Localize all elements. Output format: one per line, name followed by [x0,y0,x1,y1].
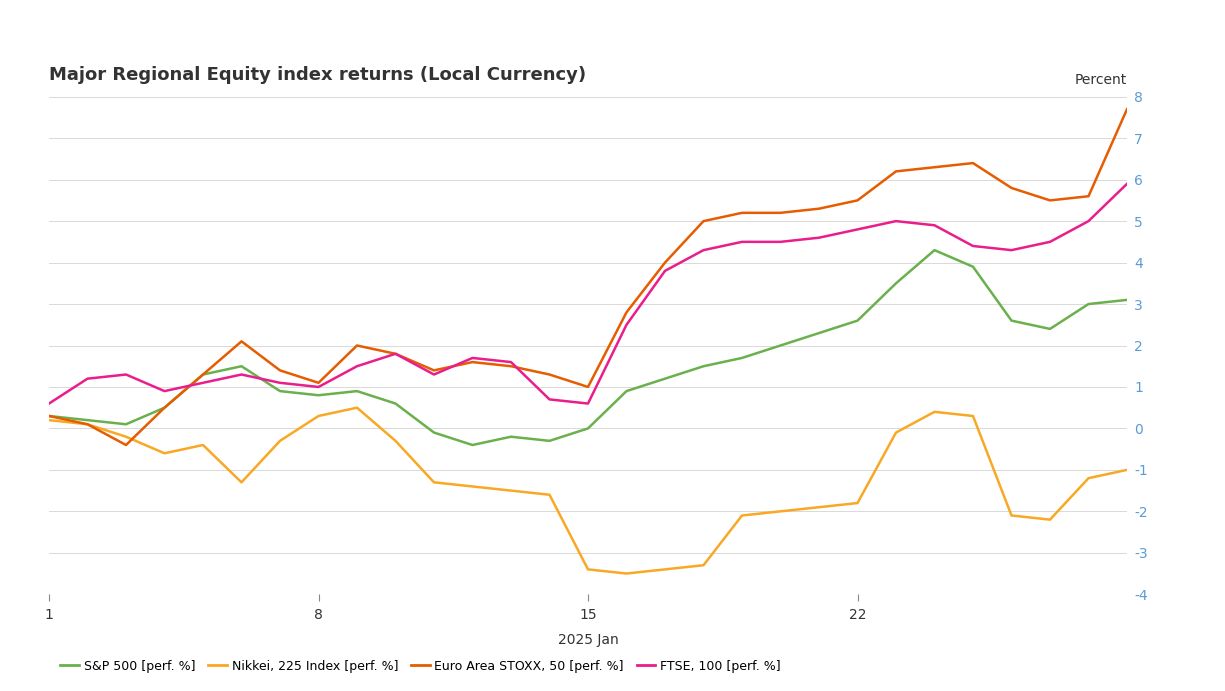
Text: Percent: Percent [1074,73,1127,87]
Legend: S&P 500 [perf. %], Nikkei, 225 Index [perf. %], Euro Area STOXX, 50 [perf. %], F: S&P 500 [perf. %], Nikkei, 225 Index [pe… [55,655,786,678]
X-axis label: 2025 Jan: 2025 Jan [557,633,619,647]
Text: Major Regional Equity index returns (Local Currency): Major Regional Equity index returns (Loc… [49,66,586,84]
